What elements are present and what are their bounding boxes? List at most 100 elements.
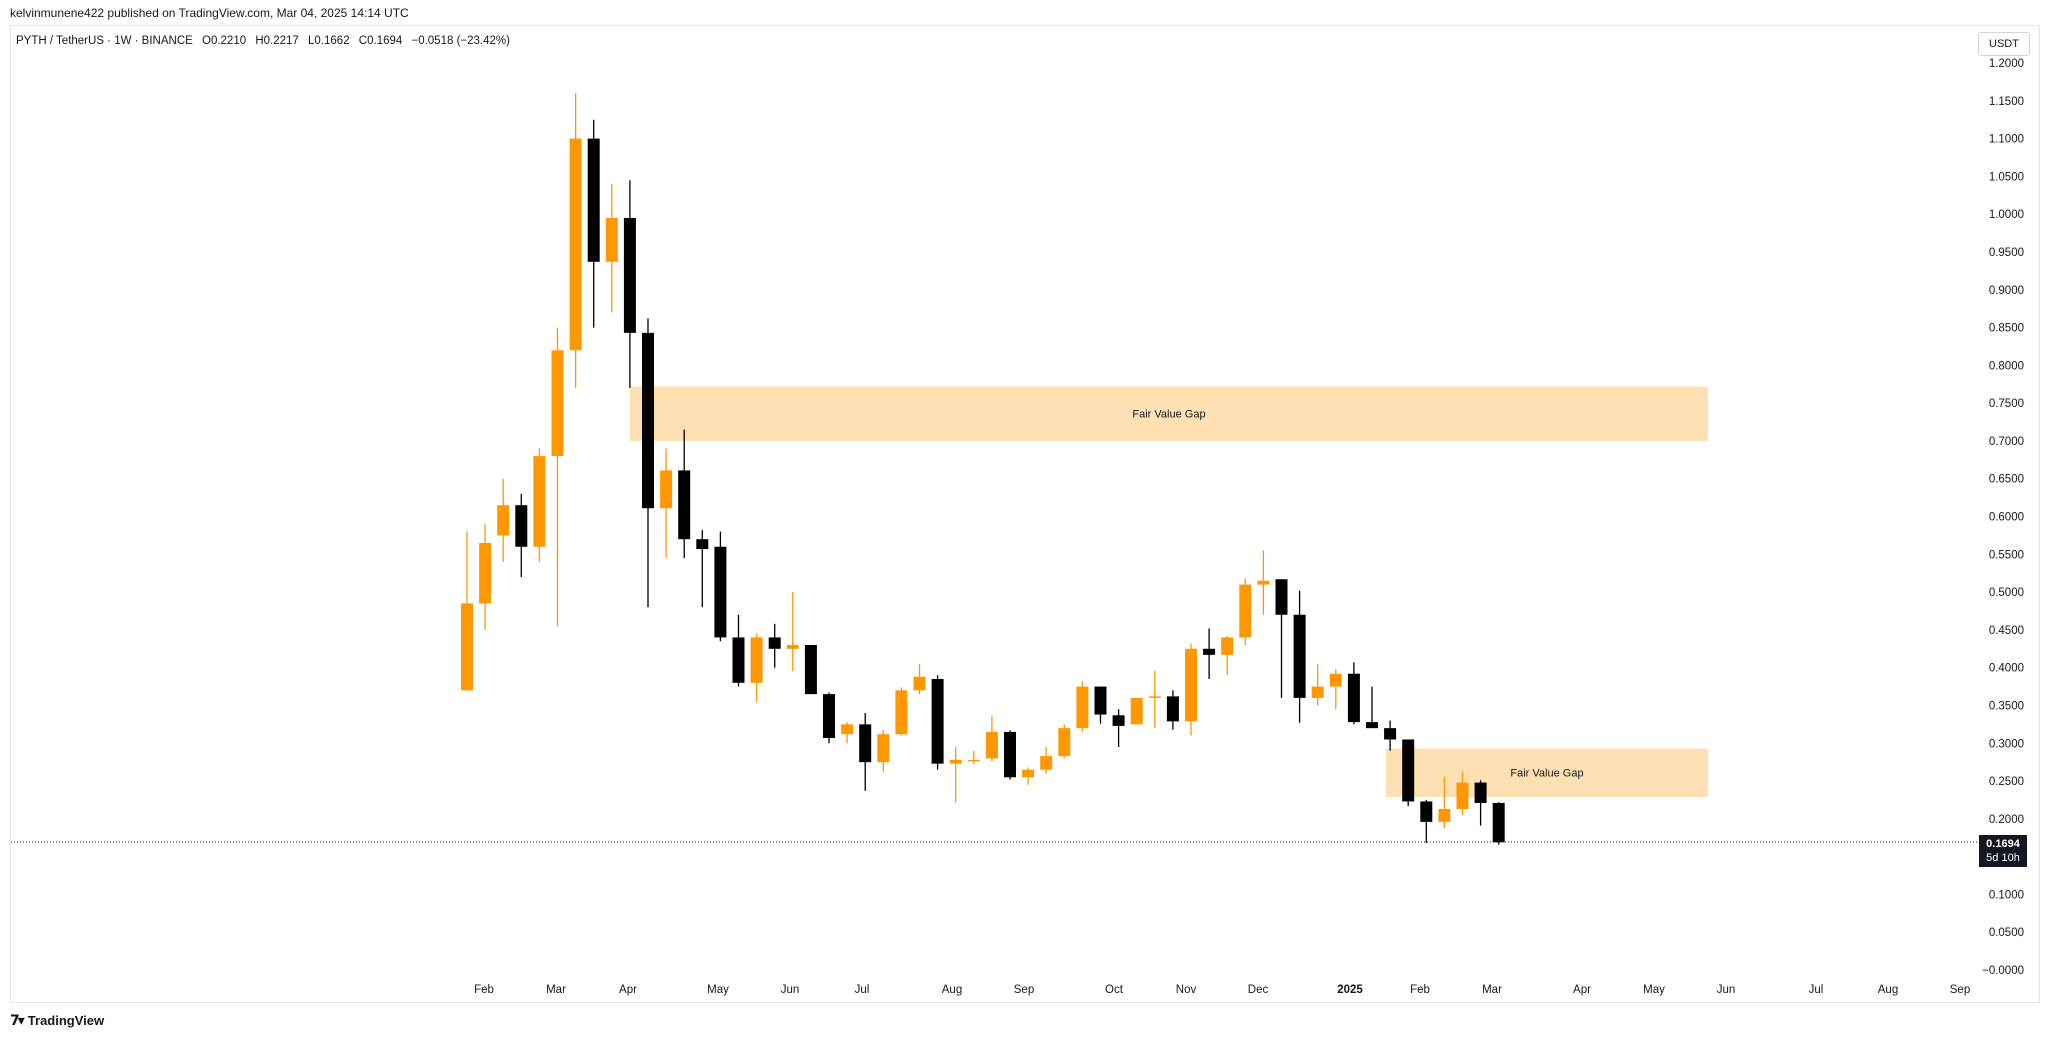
price-tick-label: 1.1000 xyxy=(1989,134,2024,146)
candle-body xyxy=(931,679,944,764)
candle-body xyxy=(1185,648,1197,722)
ohlc-low: L0.1662 xyxy=(308,35,350,47)
price-tick-label: −0.0000 xyxy=(1982,965,2024,977)
candle-body xyxy=(768,637,781,649)
price-tick-label: 0.5000 xyxy=(1989,587,2024,599)
candle xyxy=(678,429,691,559)
candle-body xyxy=(804,645,817,695)
candle-body xyxy=(1347,673,1360,723)
candle xyxy=(1112,709,1125,748)
candle-body xyxy=(1474,782,1487,803)
candle-body xyxy=(1004,731,1016,778)
candle-body xyxy=(1257,580,1270,585)
time-tick-label: Apr xyxy=(619,984,637,996)
price-axis[interactable]: 1.2000 1.1500 1.1000 1.0500 1.0000 0.9500 0.90… xyxy=(1982,58,2024,977)
currency-unit-button[interactable]: USDT xyxy=(1978,32,2030,56)
candle-body xyxy=(696,539,709,550)
candle-body xyxy=(1221,637,1234,655)
candle xyxy=(1166,690,1179,730)
brand-name: TradingView xyxy=(27,1013,105,1028)
price-tick-label: 1.0000 xyxy=(1989,209,2024,221)
candle-body xyxy=(479,542,492,604)
candle-body xyxy=(859,724,872,763)
candle-body xyxy=(1203,648,1216,655)
candle xyxy=(1438,777,1451,828)
ohlc-change: −0.0518 (−23.42%) xyxy=(411,35,510,47)
last-price-tag: 0.1694 5d 10h xyxy=(1979,835,2027,867)
candle xyxy=(1275,579,1288,698)
candle xyxy=(804,645,817,695)
candle xyxy=(1347,662,1360,725)
candle-body xyxy=(1166,696,1179,722)
candle xyxy=(587,119,600,328)
candle xyxy=(1022,767,1035,785)
time-tick-label: Sep xyxy=(1950,984,1970,996)
candle-body xyxy=(841,724,854,735)
candle xyxy=(642,318,654,608)
candle xyxy=(1257,550,1270,615)
candle xyxy=(1492,802,1505,845)
tradingview-logo-icon: 𝟳▾ xyxy=(10,1012,25,1028)
candle xyxy=(1221,635,1234,676)
brand-logo[interactable]: 𝟳▾ TradingView xyxy=(10,1012,104,1029)
price-tick-label: 0.7000 xyxy=(1989,436,2024,448)
candle xyxy=(696,530,709,608)
candle xyxy=(515,493,528,577)
candle xyxy=(1402,739,1415,806)
time-tick-label: May xyxy=(707,984,729,996)
candle xyxy=(497,478,510,562)
candle-body xyxy=(1076,686,1089,729)
candle-body xyxy=(1420,801,1433,822)
candle xyxy=(551,327,564,627)
symbol-title[interactable]: PYTH / TetherUS · 1W · BINANCE xyxy=(16,35,193,47)
time-axis[interactable]: Feb Mar Apr May Jun Jul Aug Sep Oct Nov Dec 2025 Feb… xyxy=(474,984,1970,996)
candle-body xyxy=(1239,584,1252,638)
fair-value-gap-zone xyxy=(630,386,1708,441)
candle xyxy=(967,750,980,765)
candle xyxy=(660,448,673,559)
fair-value-gap-zone xyxy=(1386,748,1708,797)
time-tick-label: Mar xyxy=(546,984,566,996)
candle-layer xyxy=(461,93,1505,845)
candle-body xyxy=(1366,722,1378,729)
ohlc-close: C0.1694 xyxy=(358,35,403,47)
ohlc-open: O0.2210 xyxy=(202,35,247,47)
candle xyxy=(931,675,944,770)
candle-body xyxy=(533,456,546,547)
candle-body xyxy=(913,676,926,691)
candle-body xyxy=(895,690,908,735)
candle-body xyxy=(732,637,745,683)
price-tick-label: 0.0500 xyxy=(1989,927,2024,939)
candle xyxy=(985,716,998,762)
candle-body xyxy=(1311,686,1324,698)
candle xyxy=(714,531,727,642)
candle-body xyxy=(642,332,654,509)
candle-body xyxy=(750,637,763,683)
chart-pane[interactable] xyxy=(10,25,2040,1003)
candle-body xyxy=(1293,614,1306,698)
candle-body xyxy=(587,138,600,262)
price-tick-label: 1.1500 xyxy=(1989,96,2024,108)
candle xyxy=(1420,799,1433,844)
candle-body xyxy=(714,546,727,638)
candle-body xyxy=(515,505,528,547)
candle xyxy=(859,713,872,791)
candle-body xyxy=(877,734,890,763)
candle xyxy=(623,180,636,389)
price-tick-label: 0.6000 xyxy=(1989,512,2024,524)
candle xyxy=(823,692,835,744)
fair-value-gap-label: Fair Value Gap xyxy=(1132,409,1205,421)
time-tick-label: Aug xyxy=(942,984,962,996)
candle xyxy=(533,448,546,562)
candle-body xyxy=(967,759,980,762)
candle xyxy=(841,722,854,744)
price-tick-label: 0.1000 xyxy=(1989,889,2024,901)
candle-body xyxy=(551,350,564,457)
candle-body xyxy=(1384,728,1397,740)
time-tick-label: Aug xyxy=(1878,984,1898,996)
bar-countdown: 5d 10h xyxy=(1986,852,2020,864)
price-tick-label: 0.2500 xyxy=(1989,776,2024,788)
ohlc-high: H0.2217 xyxy=(255,35,299,47)
candle xyxy=(569,93,582,389)
